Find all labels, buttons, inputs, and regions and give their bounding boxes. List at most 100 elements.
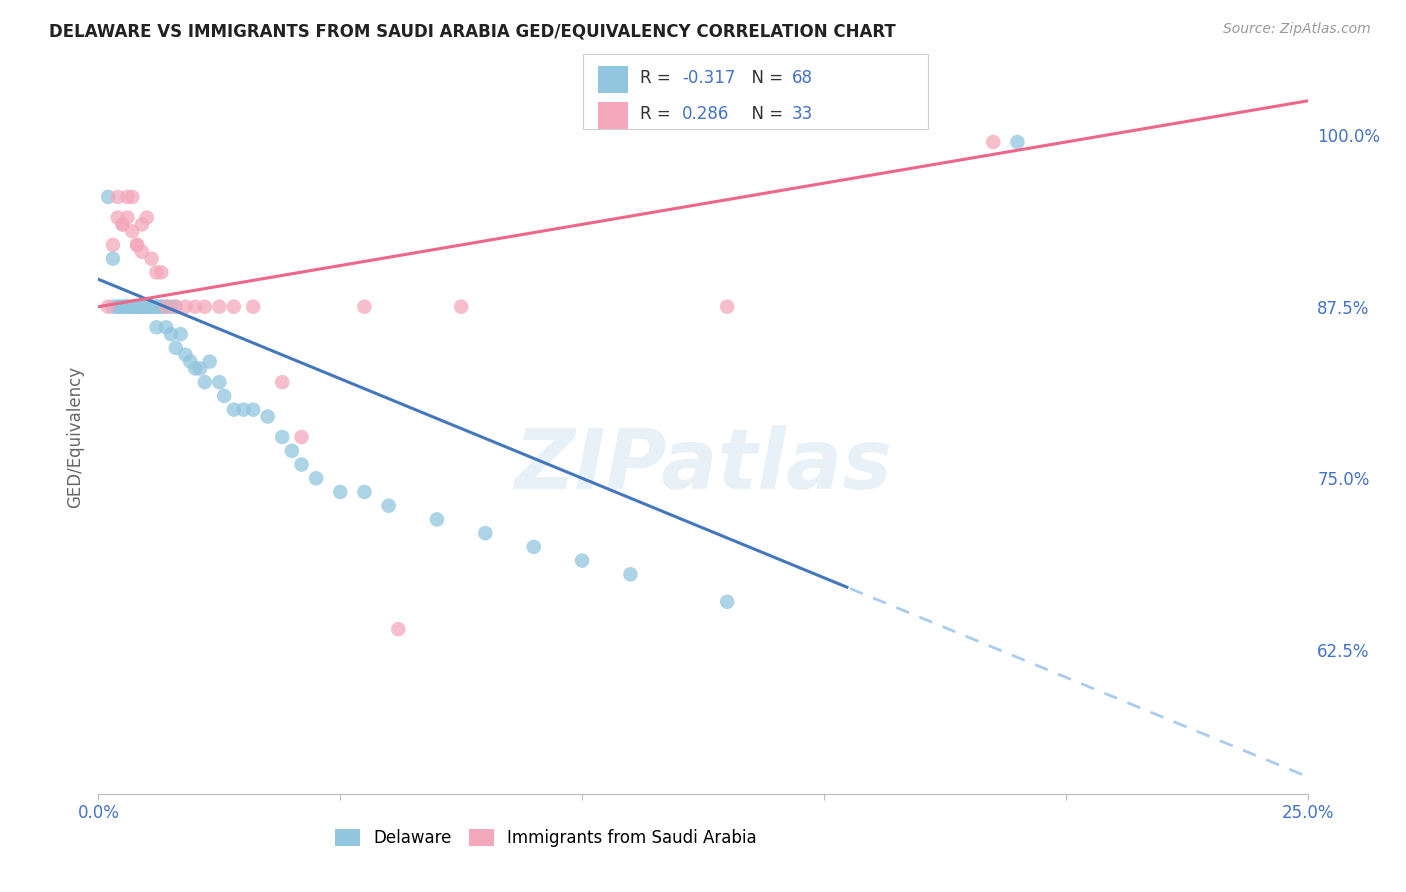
Point xyxy=(290,458,312,472)
Point xyxy=(169,327,191,342)
Point xyxy=(101,238,124,252)
Point xyxy=(155,320,177,334)
Text: 0.286: 0.286 xyxy=(682,104,730,122)
Point xyxy=(111,218,134,232)
Point xyxy=(141,300,163,314)
Point xyxy=(165,341,187,355)
Point xyxy=(353,300,375,314)
Point xyxy=(222,300,245,314)
Point xyxy=(155,300,177,314)
Point xyxy=(135,211,157,225)
Point xyxy=(353,485,375,500)
Legend: Delaware, Immigrants from Saudi Arabia: Delaware, Immigrants from Saudi Arabia xyxy=(329,822,763,854)
Point xyxy=(111,218,134,232)
Point xyxy=(121,190,143,204)
Point xyxy=(127,238,149,252)
Point xyxy=(387,622,409,636)
Point xyxy=(571,553,593,567)
Text: Source: ZipAtlas.com: Source: ZipAtlas.com xyxy=(1223,22,1371,37)
Point xyxy=(131,300,153,314)
Point xyxy=(242,402,264,417)
Point xyxy=(474,526,496,541)
Point xyxy=(174,300,197,314)
Text: N =: N = xyxy=(741,104,789,122)
Point xyxy=(127,300,149,314)
Point xyxy=(160,327,183,342)
Point xyxy=(131,244,153,259)
Point xyxy=(131,218,153,232)
Point xyxy=(127,238,149,252)
Point xyxy=(107,300,129,314)
Point xyxy=(450,300,472,314)
Point xyxy=(117,300,139,314)
Point xyxy=(194,375,217,389)
Point xyxy=(174,348,197,362)
Text: R =: R = xyxy=(640,104,676,122)
Text: -0.317: -0.317 xyxy=(682,69,735,87)
Point xyxy=(141,252,163,266)
Point xyxy=(97,190,120,204)
Point xyxy=(208,300,231,314)
Point xyxy=(222,402,245,417)
Point xyxy=(290,430,312,444)
Point xyxy=(1007,135,1029,149)
Point xyxy=(131,300,153,314)
Point xyxy=(716,595,738,609)
Point xyxy=(242,300,264,314)
Point xyxy=(97,300,120,314)
Point xyxy=(184,300,207,314)
Point xyxy=(135,300,157,314)
Point xyxy=(141,300,163,314)
Point xyxy=(256,409,278,424)
Point xyxy=(121,300,143,314)
Point xyxy=(121,300,143,314)
Point xyxy=(111,300,134,314)
Point xyxy=(135,300,157,314)
Point xyxy=(127,300,149,314)
Point xyxy=(150,265,173,279)
Point xyxy=(145,265,167,279)
Point xyxy=(145,300,167,314)
Point xyxy=(107,300,129,314)
Point xyxy=(117,190,139,204)
Point xyxy=(716,300,738,314)
Point xyxy=(121,300,143,314)
Text: R =: R = xyxy=(640,69,676,87)
Point xyxy=(131,300,153,314)
Point xyxy=(271,375,294,389)
Point xyxy=(377,499,399,513)
Text: 33: 33 xyxy=(792,104,813,122)
Point xyxy=(194,300,217,314)
Point xyxy=(135,300,157,314)
Text: N =: N = xyxy=(741,69,789,87)
Point xyxy=(165,300,187,314)
Point xyxy=(281,443,304,458)
Point xyxy=(188,361,211,376)
Point xyxy=(135,300,157,314)
Point xyxy=(523,540,546,554)
Point xyxy=(111,300,134,314)
Point xyxy=(198,354,221,368)
Point xyxy=(150,300,173,314)
Point xyxy=(150,300,173,314)
Point xyxy=(155,300,177,314)
Point xyxy=(145,320,167,334)
Text: DELAWARE VS IMMIGRANTS FROM SAUDI ARABIA GED/EQUIVALENCY CORRELATION CHART: DELAWARE VS IMMIGRANTS FROM SAUDI ARABIA… xyxy=(49,22,896,40)
Point xyxy=(101,300,124,314)
Text: ZIPatlas: ZIPatlas xyxy=(515,425,891,506)
Point xyxy=(426,512,449,526)
Point xyxy=(184,361,207,376)
Point xyxy=(127,300,149,314)
Point xyxy=(107,190,129,204)
Point xyxy=(165,300,187,314)
Point xyxy=(107,211,129,225)
Point xyxy=(141,300,163,314)
Point xyxy=(329,485,352,500)
Point xyxy=(232,402,254,417)
Point xyxy=(212,389,235,403)
Point xyxy=(305,471,328,485)
Point xyxy=(208,375,231,389)
Point xyxy=(101,252,124,266)
Point xyxy=(160,300,183,314)
Point xyxy=(619,567,641,582)
